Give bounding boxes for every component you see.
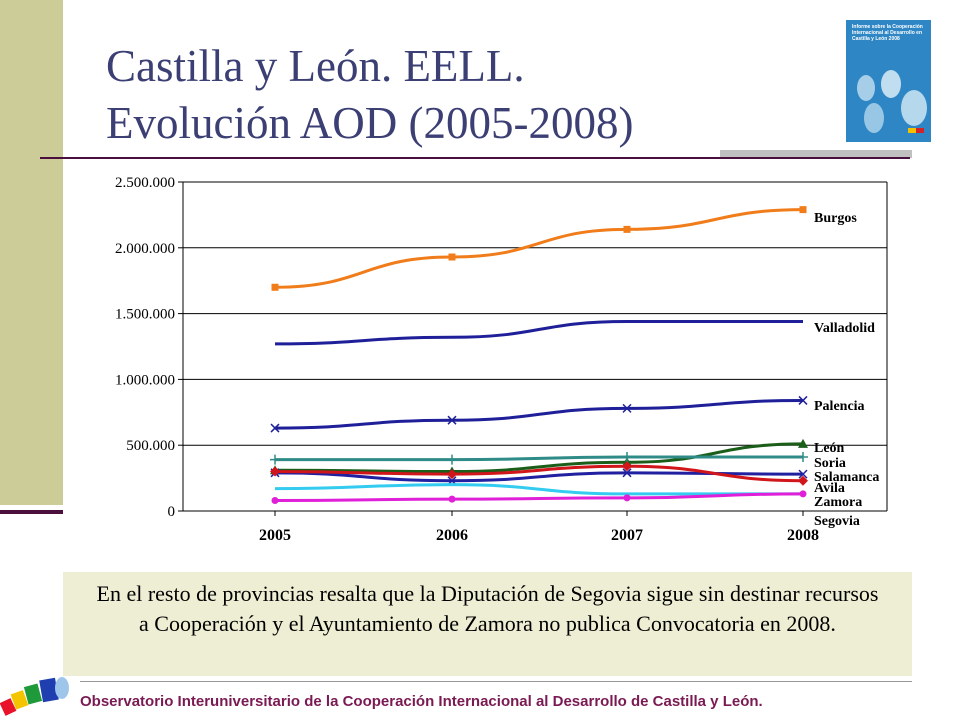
series-line-palencia xyxy=(274,398,804,430)
series-line-burgos xyxy=(274,208,804,289)
note-box: En el resto de provincias resalta que la… xyxy=(63,572,912,676)
series-line-avila xyxy=(274,464,804,483)
data-point-palencia xyxy=(798,395,808,405)
x-tick-label: 2005 xyxy=(259,527,291,544)
data-point-soria xyxy=(270,454,280,465)
data-point-avila xyxy=(270,466,280,477)
title-underline-gray xyxy=(720,150,912,158)
observatory-logo-icon xyxy=(0,677,69,716)
series-label-segovia: Segovia xyxy=(814,514,860,529)
y-tick-label: 2.000.000 xyxy=(115,241,175,257)
series-label-salamanca: Salamanca xyxy=(814,470,879,485)
x-tick-label: 2007 xyxy=(611,527,643,544)
series-label-leon: León xyxy=(814,441,845,456)
data-point-palencia xyxy=(270,423,280,433)
data-point-soria xyxy=(798,452,808,463)
aod-line-chart: 0 500.000 1.000.000 1.500.000 2.000.000 2.500… xyxy=(115,175,888,544)
report-cover-text: Informe sobre la Cooperación Internacion… xyxy=(852,24,923,42)
y-tick-label: 1.500.000 xyxy=(115,307,175,323)
footer-text: Observatorio Interuniversitario de la Co… xyxy=(80,693,763,710)
page-title: Castilla y León. EELL. Evolución AOD (20… xyxy=(106,38,633,152)
data-point-avila xyxy=(798,475,808,486)
data-point-burgos xyxy=(448,253,456,261)
cover-shapes-icon xyxy=(857,70,927,133)
data-point-burgos xyxy=(799,206,807,214)
series-label-burgos: Burgos xyxy=(814,211,857,226)
note-text: En el resto de provincias resalta que la… xyxy=(96,581,879,636)
x-tick-label: 2006 xyxy=(436,527,468,544)
x-tick-label: 2008 xyxy=(787,527,819,544)
chart-series-labels: Burgos Valladolid Palencia LeónSoriaSalaman… xyxy=(814,211,879,529)
data-point-segovia xyxy=(799,490,807,498)
data-point-leon xyxy=(798,438,808,448)
chart-axes: 0 500.000 1.000.000 1.500.000 2.000.000 2.500… xyxy=(115,175,888,544)
series-label-avila: Avila xyxy=(814,481,845,496)
y-tick-label: 2.500.000 xyxy=(115,175,175,191)
series-label-zamora: Zamora xyxy=(814,495,862,510)
series-line-zamora xyxy=(274,483,803,496)
data-point-soria xyxy=(622,452,632,463)
data-point-salamanca xyxy=(798,469,808,479)
data-point-burgos xyxy=(271,283,279,291)
footer-divider xyxy=(80,681,912,682)
report-cover-image: Informe sobre la Cooperación Internacion… xyxy=(846,20,931,142)
left-accent-bar xyxy=(0,510,63,514)
data-point-segovia xyxy=(623,494,631,502)
data-point-avila xyxy=(622,461,632,472)
data-point-segovia xyxy=(271,496,279,504)
series-line-segovia xyxy=(274,492,804,502)
series-line-valladolid xyxy=(274,319,803,346)
data-point-palencia xyxy=(447,415,457,425)
title-underline xyxy=(40,157,910,159)
data-point-avila xyxy=(447,469,457,480)
chart-gridlines xyxy=(183,181,887,446)
series-label-soria: Soria xyxy=(814,456,846,471)
data-point-salamanca xyxy=(622,468,632,478)
chart-series xyxy=(270,206,808,504)
data-point-soria xyxy=(447,454,457,465)
series-label-valladolid: Valladolid xyxy=(814,321,875,336)
y-tick-label: 0 xyxy=(168,504,176,520)
data-point-palencia xyxy=(622,403,632,413)
series-line-leon xyxy=(274,442,804,474)
y-tick-label: 500.000 xyxy=(126,438,175,454)
title-line-2: Evolución AOD (2005-2008) xyxy=(106,98,634,148)
y-tick-label: 1.000.000 xyxy=(115,372,175,388)
data-point-segovia xyxy=(448,495,456,503)
title-line-1: Castilla y León. EELL. xyxy=(106,41,525,91)
series-label-palencia: Palencia xyxy=(814,399,865,414)
series-line-soria xyxy=(274,455,803,462)
data-point-burgos xyxy=(623,225,631,233)
left-decorative-bar xyxy=(0,0,63,505)
